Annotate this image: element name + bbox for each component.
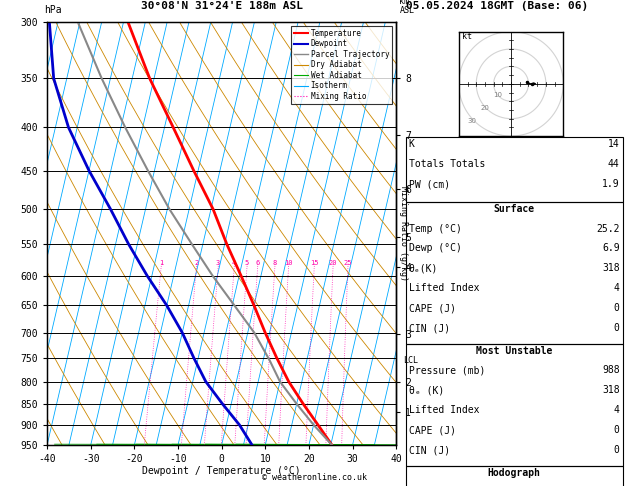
Text: K: K xyxy=(409,139,415,150)
Text: 30°08'N 31°24'E 188m ASL: 30°08'N 31°24'E 188m ASL xyxy=(141,1,303,11)
X-axis label: Dewpoint / Temperature (°C): Dewpoint / Temperature (°C) xyxy=(142,467,301,476)
Text: 2: 2 xyxy=(194,260,198,266)
Text: 5: 5 xyxy=(245,260,249,266)
Text: km
ASL: km ASL xyxy=(399,0,415,15)
Text: Pressure (mb): Pressure (mb) xyxy=(409,365,485,376)
Text: Mixing Ratio (g/kg): Mixing Ratio (g/kg) xyxy=(399,186,408,281)
Text: 0: 0 xyxy=(614,445,620,455)
Text: CAPE (J): CAPE (J) xyxy=(409,425,456,435)
Text: 4: 4 xyxy=(614,405,620,416)
Text: 3: 3 xyxy=(216,260,220,266)
Text: 0: 0 xyxy=(614,425,620,435)
Text: LCL: LCL xyxy=(403,356,418,365)
Text: 318: 318 xyxy=(602,385,620,396)
Text: 10: 10 xyxy=(284,260,292,266)
Text: © weatheronline.co.uk: © weatheronline.co.uk xyxy=(262,473,367,482)
Text: Totals Totals: Totals Totals xyxy=(409,159,485,170)
Text: 30: 30 xyxy=(467,118,476,124)
Text: CAPE (J): CAPE (J) xyxy=(409,303,456,313)
Text: 988: 988 xyxy=(602,365,620,376)
Text: Hodograph: Hodograph xyxy=(487,468,541,478)
Text: Lifted Index: Lifted Index xyxy=(409,405,479,416)
Text: Most Unstable: Most Unstable xyxy=(476,346,552,356)
Legend: Temperature, Dewpoint, Parcel Trajectory, Dry Adiabat, Wet Adiabat, Isotherm, Mi: Temperature, Dewpoint, Parcel Trajectory… xyxy=(291,26,392,104)
Text: 10: 10 xyxy=(494,92,503,98)
Text: θₑ (K): θₑ (K) xyxy=(409,385,444,396)
Text: Surface: Surface xyxy=(494,204,535,214)
Text: 8: 8 xyxy=(272,260,277,266)
Text: PW (cm): PW (cm) xyxy=(409,179,450,190)
Text: 0: 0 xyxy=(614,303,620,313)
Text: Temp (°C): Temp (°C) xyxy=(409,224,462,234)
Text: 1: 1 xyxy=(159,260,163,266)
Text: CIN (J): CIN (J) xyxy=(409,445,450,455)
Text: 25.2: 25.2 xyxy=(596,224,620,234)
Text: 15: 15 xyxy=(310,260,318,266)
Text: 14: 14 xyxy=(608,139,620,150)
Text: 44: 44 xyxy=(608,159,620,170)
Text: hPa: hPa xyxy=(44,4,62,15)
Text: Dewp (°C): Dewp (°C) xyxy=(409,243,462,254)
Text: 4: 4 xyxy=(614,283,620,294)
Text: Lifted Index: Lifted Index xyxy=(409,283,479,294)
Text: 4: 4 xyxy=(232,260,236,266)
Text: CIN (J): CIN (J) xyxy=(409,323,450,333)
Text: 1.9: 1.9 xyxy=(602,179,620,190)
Text: 25: 25 xyxy=(343,260,352,266)
Text: 318: 318 xyxy=(602,263,620,274)
Text: 05.05.2024 18GMT (Base: 06): 05.05.2024 18GMT (Base: 06) xyxy=(406,1,588,11)
Text: 20: 20 xyxy=(481,105,489,111)
Text: 20: 20 xyxy=(329,260,337,266)
Text: kt: kt xyxy=(462,32,472,40)
Text: θₑ(K): θₑ(K) xyxy=(409,263,438,274)
Text: 6: 6 xyxy=(255,260,260,266)
Text: 6.9: 6.9 xyxy=(602,243,620,254)
Text: 0: 0 xyxy=(614,323,620,333)
